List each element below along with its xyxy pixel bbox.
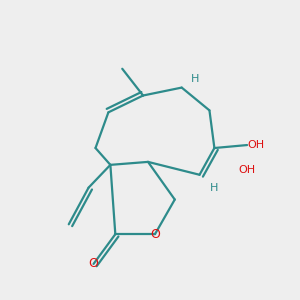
Text: OH: OH: [238, 165, 256, 175]
Text: O: O: [150, 228, 160, 241]
Text: O: O: [88, 257, 98, 270]
Text: H: H: [190, 74, 199, 84]
Text: OH: OH: [248, 140, 265, 150]
Text: H: H: [210, 183, 219, 193]
